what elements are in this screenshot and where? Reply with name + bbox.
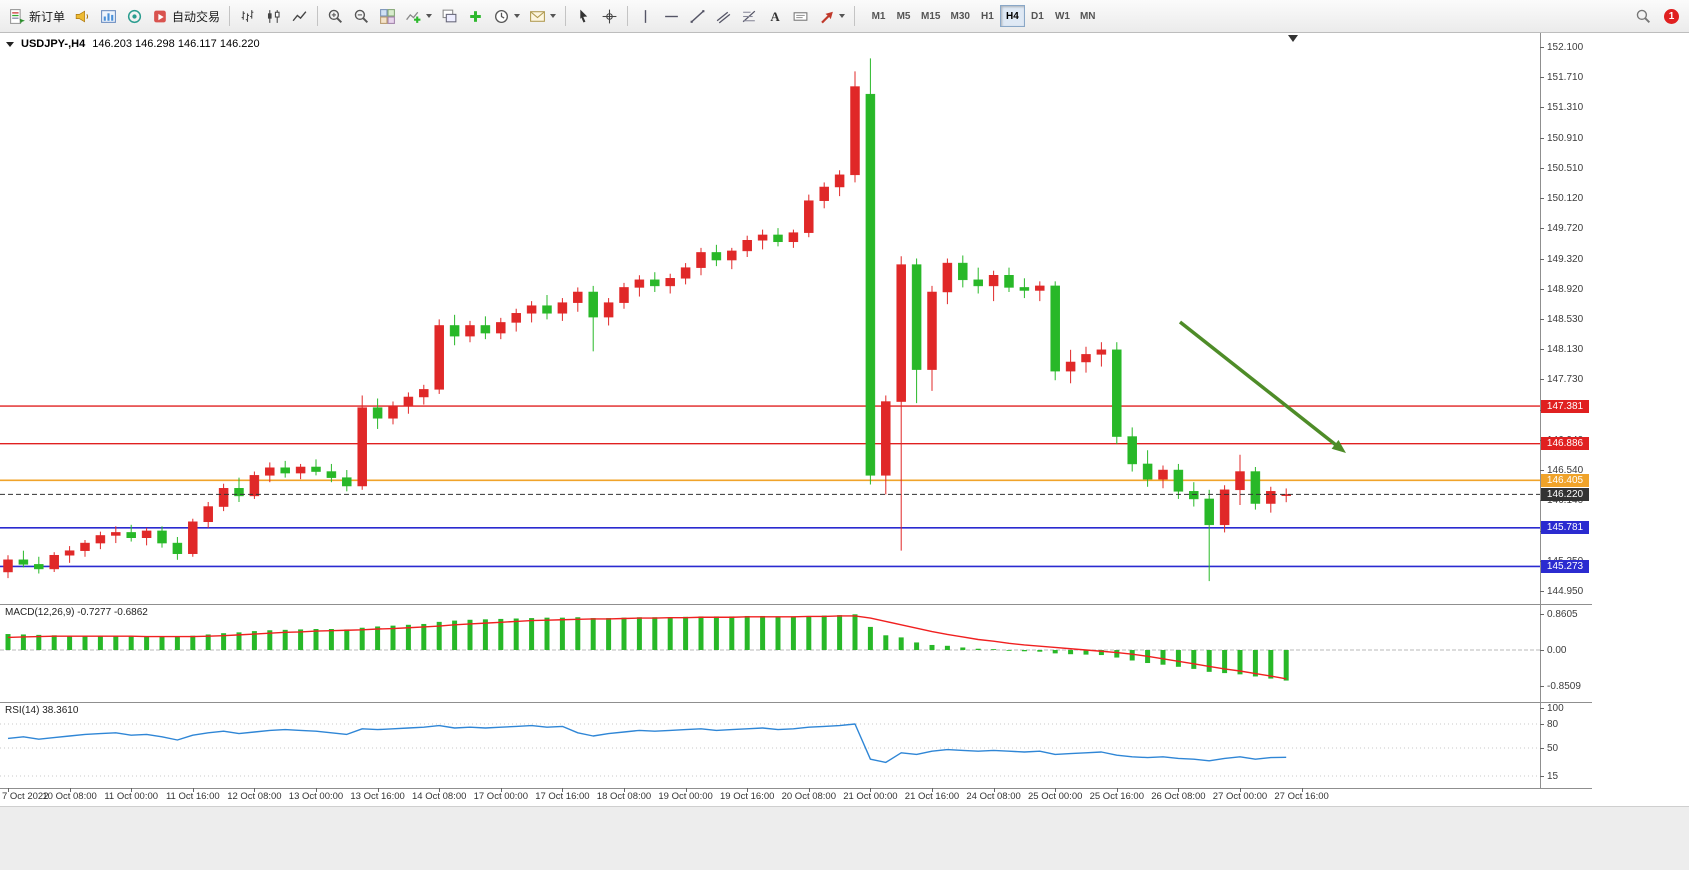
objects-button[interactable]	[437, 4, 462, 28]
auto-trading-button[interactable]: 自动交易	[148, 4, 224, 28]
toolbar-separator	[565, 6, 567, 26]
period-dropdown-caret	[514, 14, 521, 18]
panel-separator[interactable]	[0, 604, 1592, 605]
zoom-in-button[interactable]	[323, 4, 348, 28]
arrows-tool-button[interactable]	[814, 4, 849, 28]
text-label-icon	[793, 11, 808, 21]
timeframe-button-h1[interactable]: H1	[975, 5, 1000, 27]
toolbar-separator	[854, 6, 856, 26]
notification-badge[interactable]: 1	[1664, 8, 1679, 24]
green-plus-icon	[470, 10, 481, 22]
zoom-out-icon	[354, 9, 369, 23]
chart-title: USDJPY-,H4 146.203 146.298 146.117 146.2…	[6, 38, 260, 50]
template-button[interactable]	[525, 4, 560, 28]
zoom-in-icon	[328, 9, 343, 23]
auto-trading-icon	[154, 10, 166, 22]
main-toolbar: 新订单 自动交易	[0, 0, 1689, 33]
vertical-line-button[interactable]	[633, 4, 658, 28]
add-chart-button[interactable]	[463, 4, 488, 28]
toolbar-right-group: 1	[1631, 4, 1684, 28]
text-tool-button[interactable]: A	[763, 4, 787, 28]
panel-separator[interactable]	[0, 702, 1592, 703]
chart-collapse-icon[interactable]	[6, 41, 14, 47]
template-dropdown-caret	[550, 14, 557, 18]
fibonacci-icon	[742, 10, 756, 22]
trend-arrow-annotation	[1178, 320, 1346, 453]
cursor-button[interactable]	[571, 4, 596, 28]
new-order-label: 新订单	[29, 9, 66, 24]
line-chart-button[interactable]	[287, 4, 312, 28]
auto-trading-label: 自动交易	[172, 9, 221, 24]
quotes-button[interactable]	[122, 4, 147, 28]
indicator-add-icon	[406, 11, 421, 23]
search-button[interactable]	[1631, 4, 1656, 28]
line-chart-icon	[292, 10, 307, 21]
price-axis-scale[interactable]	[1540, 33, 1592, 788]
ohlc-bars-icon	[241, 9, 254, 22]
channel-button[interactable]	[711, 4, 736, 28]
horn-icon	[75, 10, 89, 22]
toolbar-separator	[229, 6, 231, 26]
search-icon	[1636, 9, 1651, 23]
timeframe-button-m5[interactable]: M5	[891, 5, 916, 27]
trendline-icon	[690, 9, 705, 23]
alerts-button[interactable]	[70, 4, 95, 28]
candlestick-icon	[268, 9, 280, 23]
status-area	[0, 806, 1689, 870]
chart-window-icon	[101, 9, 116, 23]
new-order-button[interactable]: 新订单	[5, 4, 69, 28]
chart-window-button[interactable]	[96, 4, 121, 28]
timeframe-button-mn[interactable]: MN	[1075, 5, 1101, 27]
period-button[interactable]	[489, 4, 524, 28]
time-axis-separator	[0, 788, 1592, 789]
timeframe-button-h4[interactable]: H4	[999, 5, 1025, 27]
crosshair-button[interactable]	[597, 4, 622, 28]
cascade-windows-icon	[442, 9, 457, 22]
tile-windows-button[interactable]	[375, 4, 400, 28]
macd-indicator-title: MACD(12,26,9) -0.7277 -0.6862	[5, 607, 148, 618]
indicators-button[interactable]	[401, 4, 436, 28]
horizontal-line-icon	[665, 15, 678, 17]
bar-chart-button[interactable]	[235, 4, 260, 28]
timeframe-button-m15[interactable]: M15	[916, 5, 945, 27]
text-tool-icon: A	[770, 8, 780, 24]
price-chart-canvas[interactable]	[0, 33, 1540, 604]
timeframe-button-m30[interactable]: M30	[945, 5, 974, 27]
trendline-button[interactable]	[685, 4, 710, 28]
rsi-panel-canvas[interactable]	[0, 702, 1540, 788]
clock-icon	[495, 9, 509, 23]
chart-symbol-period: USDJPY-,H4	[21, 38, 86, 50]
new-order-icon	[10, 8, 25, 24]
target-circle-icon	[127, 9, 142, 23]
timeframe-button-w1[interactable]: W1	[1050, 5, 1075, 27]
time-axis-scale[interactable]	[0, 788, 1592, 806]
horizontal-line-button[interactable]	[659, 4, 684, 28]
timeframe-toolbar: M1 M5 M15 M30 H1 H4 D1 W1 MN	[866, 5, 1100, 27]
vertical-line-icon	[644, 9, 647, 23]
timeframe-button-m1[interactable]: M1	[866, 5, 891, 27]
arrows-dropdown-caret	[839, 14, 846, 18]
toolbar-separator	[627, 6, 629, 26]
equidistant-channel-icon	[716, 11, 731, 23]
chart-ohlc-values: 146.203 146.298 146.117 146.220	[92, 38, 260, 50]
crosshair-icon	[602, 9, 617, 23]
text-label-button[interactable]	[788, 4, 813, 28]
macd-panel-canvas[interactable]	[0, 604, 1540, 702]
rsi-indicator-title: RSI(14) 38.3610	[5, 705, 79, 716]
cursor-arrow-icon	[580, 9, 588, 22]
timeframe-button-d1[interactable]: D1	[1025, 5, 1050, 27]
toolbar-separator	[317, 6, 319, 26]
indicators-dropdown-caret	[426, 14, 433, 18]
chart-shift-marker[interactable]	[1288, 35, 1298, 42]
candlestick-chart-button[interactable]	[261, 4, 286, 28]
tile-windows-icon	[380, 8, 395, 24]
template-envelope-icon	[530, 10, 545, 22]
price-axis-separator	[1540, 33, 1541, 788]
fibonacci-button[interactable]	[737, 4, 762, 28]
zoom-out-button[interactable]	[349, 4, 374, 28]
arrow-object-icon	[821, 11, 833, 23]
